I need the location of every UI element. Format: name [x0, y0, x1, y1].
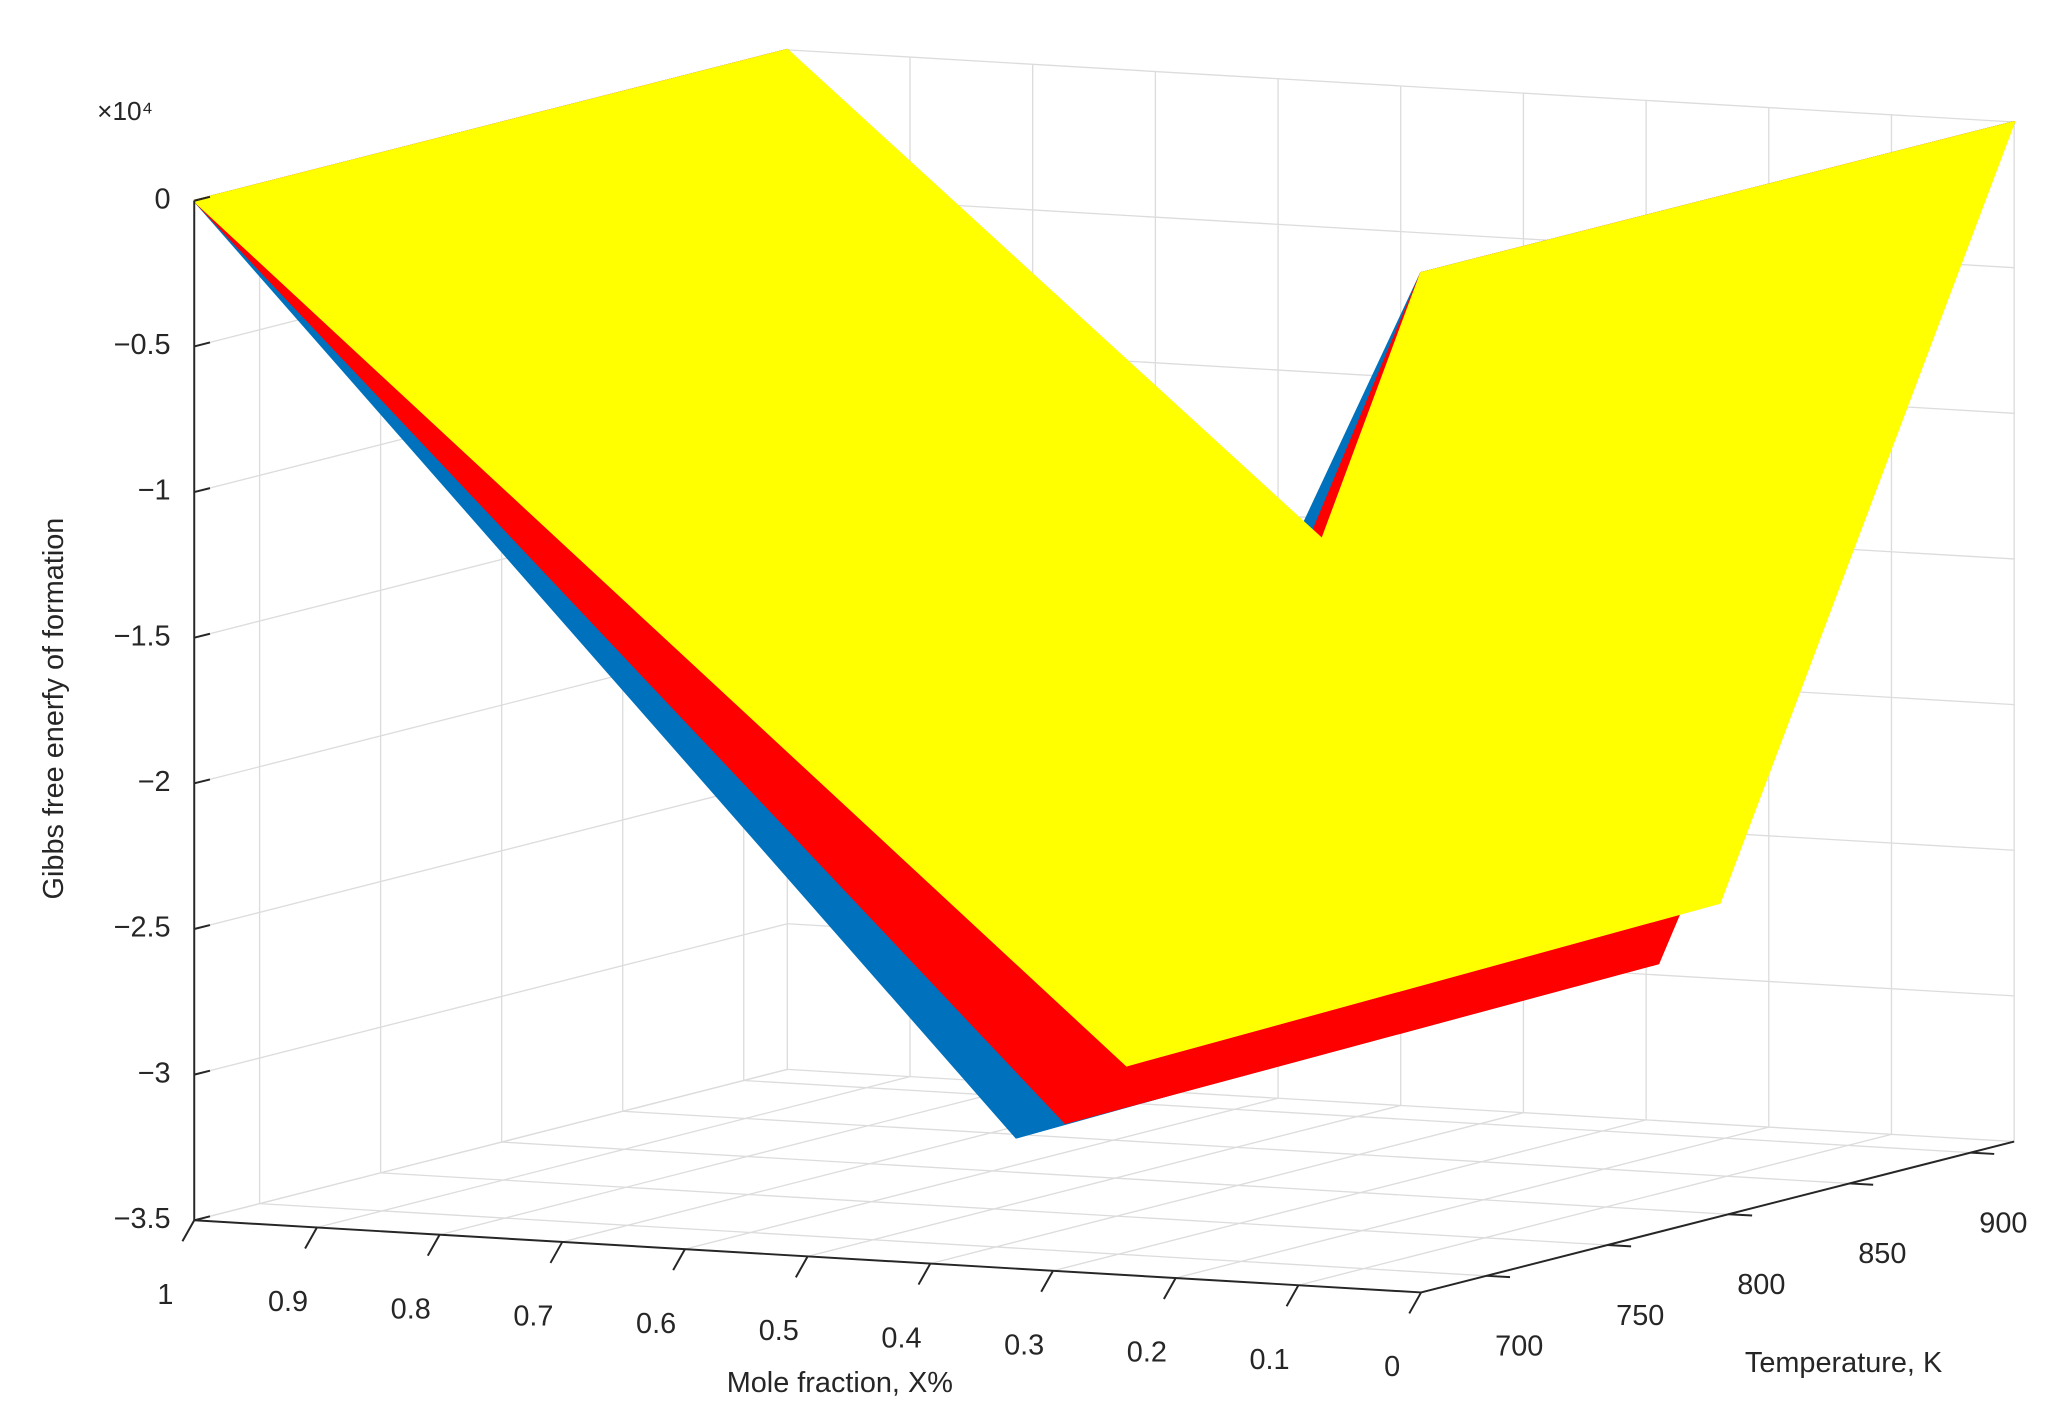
grid-line: [194, 777, 788, 930]
x-tick-label: 0.9: [268, 1286, 308, 1318]
x-tick-label: 0: [1384, 1351, 1400, 1383]
y-tick: [1728, 1213, 1753, 1217]
y-axis-label: Temperature, K: [1745, 1347, 1942, 1379]
grid-line: [501, 1141, 1729, 1215]
z-tick: [193, 487, 211, 494]
grid-line: [684, 1097, 1279, 1250]
surface-patch: [1125, 121, 2016, 1067]
x-tick: [1408, 1291, 1422, 1314]
y-tick: [1486, 1274, 1511, 1279]
y-tick-label: 800: [1737, 1269, 1785, 1301]
grid-line: [259, 1202, 1487, 1277]
x-tick: [1285, 1284, 1300, 1307]
z-tick-label: 0: [155, 183, 171, 215]
x-tick-label: 0.4: [881, 1322, 921, 1354]
z-tick-label: −1: [138, 475, 171, 507]
x-tick-label: 0.5: [759, 1315, 799, 1347]
x-tick: [672, 1248, 686, 1271]
y-tick-label: 900: [1979, 1207, 2027, 1239]
grid-line: [194, 1068, 788, 1221]
x-tick: [549, 1241, 564, 1264]
z-tick: [193, 1215, 211, 1222]
x-axis-label: Mole fraction, X%: [727, 1367, 953, 1399]
z-tick: [193, 1069, 211, 1076]
grid-line: [787, 49, 2015, 123]
x-tick: [426, 1234, 441, 1257]
grid-line: [316, 1075, 911, 1229]
grid-line: [743, 1079, 1971, 1154]
z-tick-label: −0.5: [114, 329, 171, 361]
x-tick: [181, 1219, 196, 1242]
y-tick-label: 850: [1858, 1238, 1906, 1270]
grid-line: [194, 923, 788, 1076]
y-tick: [1607, 1244, 1632, 1248]
x-tick: [1040, 1270, 1054, 1293]
grid-line: [930, 1112, 1524, 1265]
y-tick-label: 700: [1495, 1331, 1543, 1363]
grid-line: [1298, 1133, 1892, 1286]
x-tick: [304, 1227, 318, 1249]
y-axis: [1420, 1140, 2015, 1294]
x-tick: [794, 1255, 809, 1278]
z-tick-label: −1.5: [114, 620, 171, 652]
grid-line: [807, 1104, 1401, 1257]
x-tick: [917, 1263, 932, 1286]
z-tick: [193, 778, 211, 785]
y-tick: [1970, 1151, 1995, 1155]
z-tick: [193, 632, 211, 639]
grid-line: [622, 1110, 1850, 1185]
x-tick-label: 0.7: [513, 1301, 553, 1333]
x-tick-label: 0.6: [636, 1308, 676, 1340]
grid-line: [1052, 1119, 1647, 1272]
y-tick: [1849, 1182, 1874, 1186]
x-tick-label: 0.8: [391, 1293, 431, 1325]
z-tick: [193, 195, 211, 202]
y-tick-label: 750: [1616, 1300, 1664, 1332]
x-tick: [1163, 1277, 1177, 1300]
grid-line: [380, 1172, 1608, 1246]
x-tick-label: 1: [157, 1279, 173, 1311]
grid-line: [439, 1083, 1033, 1236]
z-tick-label: −2: [138, 766, 171, 798]
z-tick-label: −3: [138, 1057, 171, 1089]
z-multiplier: ×10⁴: [97, 96, 153, 126]
grid-line: [1175, 1126, 1769, 1279]
x-tick-label: 0.2: [1127, 1337, 1167, 1369]
z-tick-label: −3.5: [114, 1203, 171, 1235]
x-tick-label: 0.3: [1004, 1330, 1044, 1362]
x-tick-label: 0.1: [1249, 1344, 1289, 1376]
z-tick: [193, 924, 211, 930]
z-tick: [193, 341, 211, 348]
z-tick-label: −2.5: [114, 912, 171, 944]
z-axis-label: Gibbs free enerfy of formation: [38, 518, 70, 900]
